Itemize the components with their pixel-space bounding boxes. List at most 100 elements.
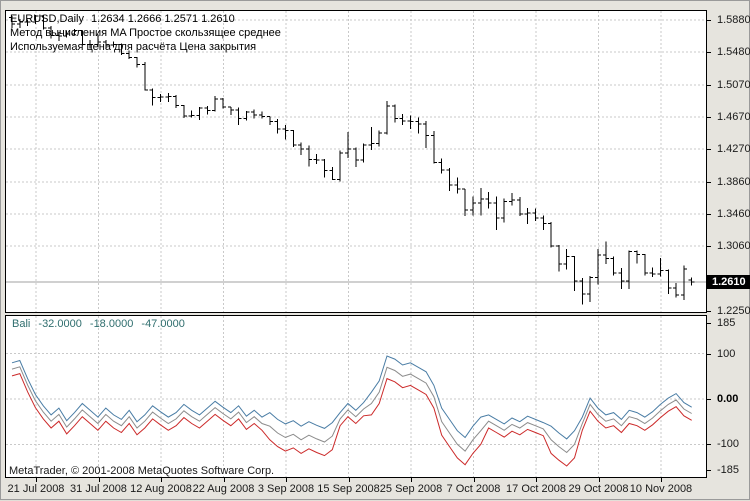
price-axis-label: 1.5880 (717, 13, 750, 26)
time-axis-tick (98, 478, 100, 482)
time-axis-label: 25 Sep 2008 (379, 483, 443, 495)
ohlc-bar (63, 30, 70, 38)
time-axis-label: 31 Jul 2008 (70, 483, 127, 495)
ma-method-line: Метод вычисления MA Простое скользящее с… (10, 27, 281, 39)
indicator-lower-line (11, 372, 692, 467)
time-axis-tick (36, 478, 37, 482)
main-chart-panel[interactable]: EURUSD,Daily 1.2634 1.2666 1.2571 1.2610… (5, 10, 707, 313)
indicator-name: Bali (12, 318, 31, 330)
ohlc-bar (337, 150, 344, 182)
price-axis-tick (707, 19, 711, 21)
main-chart-svg[interactable] (6, 11, 706, 312)
ohlc-bar (118, 43, 125, 56)
ohlc-bar (454, 177, 461, 194)
indicator-name-label: Bali -32.0000 -18.0000 -47.0000 (12, 318, 190, 330)
ohlc-bar (391, 104, 398, 123)
price-axis-label: 1.3060 (717, 240, 750, 253)
ohlc-bar (540, 215, 547, 230)
ohlc-bar (87, 40, 94, 49)
ohlc-bar (219, 98, 226, 109)
indicator-upper-line (11, 355, 692, 440)
time-axis-label: 7 Oct 2008 (446, 483, 501, 495)
price-axis-tick (707, 148, 711, 150)
ohlc-bar (243, 110, 250, 121)
time-axis[interactable]: 21 Jul 2008 31 Jul 2008 12 Aug 2008 22 Aug … (1, 478, 750, 501)
chart-header: EURUSD,Daily 1.2634 1.2666 1.2571 1.2610… (10, 12, 281, 54)
ohlc-bar (618, 267, 625, 289)
ohlc-bar (399, 114, 406, 125)
ohlc-bar (665, 269, 672, 295)
indicator-axis-label: 100 (717, 347, 736, 360)
price-axis-tick (707, 181, 711, 183)
ohlc-bar (16, 19, 23, 28)
ohlc-bar (134, 56, 140, 68)
ohlc-bar (368, 127, 375, 151)
ohlc-bar (634, 250, 640, 264)
ohlc-bar (298, 142, 305, 155)
ohlc-bar (579, 278, 586, 305)
time-axis-label: 15 Sep 2008 (317, 483, 380, 495)
price-axis-label: 1.5070 (717, 78, 750, 91)
ohlc-bar (102, 39, 109, 50)
indicator-axis-tick (707, 444, 711, 446)
time-axis-label: 12 Aug 2008 (130, 483, 192, 495)
price-axis-tick (707, 51, 711, 53)
ohlc-bar (415, 117, 422, 134)
ohlc-bar (524, 208, 531, 225)
ohlc-bar (79, 30, 86, 46)
ohlc-bar (555, 244, 562, 272)
ohlc-bar (321, 159, 328, 178)
applied-price-line: Используемая цена для расчёта Цена закры… (10, 41, 257, 53)
price-axis[interactable]: 1.5880 1.5480 1.5070 1.4670 1.4270 1.3860 1.34… (707, 1, 750, 501)
indicator-axis-tick (707, 323, 711, 324)
ohlc-bar (344, 132, 351, 159)
ohlc-bar (423, 120, 430, 149)
ohlc-bar (641, 253, 648, 276)
ohlc-bar (251, 109, 258, 119)
ohlc-bar (501, 198, 508, 223)
indicator-axis-tick (707, 399, 711, 400)
ohlc-bar (165, 93, 172, 102)
price-axis-tick (707, 311, 711, 312)
indicator-panel[interactable]: Bali -32.0000 -18.0000 -47.0000 (5, 315, 707, 478)
ohlc-bar (548, 222, 555, 248)
ohlc-bar (493, 196, 500, 231)
price-axis-tick (707, 84, 711, 86)
ohlc-bar (71, 28, 78, 35)
ohlc-bar (235, 107, 242, 125)
ohlc-bar (55, 32, 62, 42)
indicator-value-1: -32.0000 (38, 318, 82, 330)
price-axis-tick (707, 246, 711, 248)
ohlc-bar (485, 192, 492, 209)
ohlc-bar (290, 130, 297, 148)
ohlc-bar (673, 282, 680, 298)
ohlc-bar (352, 147, 359, 168)
time-axis-tick (348, 478, 350, 482)
time-axis-label: 21 Jul 2008 (7, 483, 65, 495)
ohlc-bar (657, 257, 664, 277)
time-axis-label: 17 Oct 2008 (506, 483, 566, 495)
indicator-svg[interactable] (6, 316, 706, 477)
ohlc-bar (477, 187, 484, 216)
ohlc-bar (305, 145, 312, 167)
copyright-label: MetaTrader, © 2001-2008 MetaQuotes Softw… (9, 465, 275, 477)
ohlc-bar (626, 250, 633, 289)
ohlc-bar (462, 188, 469, 216)
ohlc-bar (110, 41, 117, 48)
ohlc-bar (602, 241, 609, 264)
ohlc-values: 1.2634 1.2666 1.2571 1.2610 (91, 13, 235, 25)
time-axis-label: 10 Nov 2008 (629, 483, 693, 495)
ohlc-bar (532, 208, 539, 221)
indicator-axis-label: 0.00 (717, 393, 739, 405)
price-axis-label: 1.4670 (717, 110, 750, 123)
price-axis-label: 1.3860 (717, 175, 750, 188)
ohlc-bar (32, 15, 39, 24)
time-axis-tick (286, 478, 287, 482)
ohlc-bar (259, 111, 265, 119)
ohlc-bar (438, 158, 445, 174)
indicator-axis-tick (707, 353, 711, 355)
indicator-axis-label: -100 (717, 438, 740, 451)
indicator-value-2: -18.0000 (89, 318, 134, 330)
time-axis-tick (536, 478, 537, 482)
indicator-value-3: -47.0000 (141, 318, 185, 330)
